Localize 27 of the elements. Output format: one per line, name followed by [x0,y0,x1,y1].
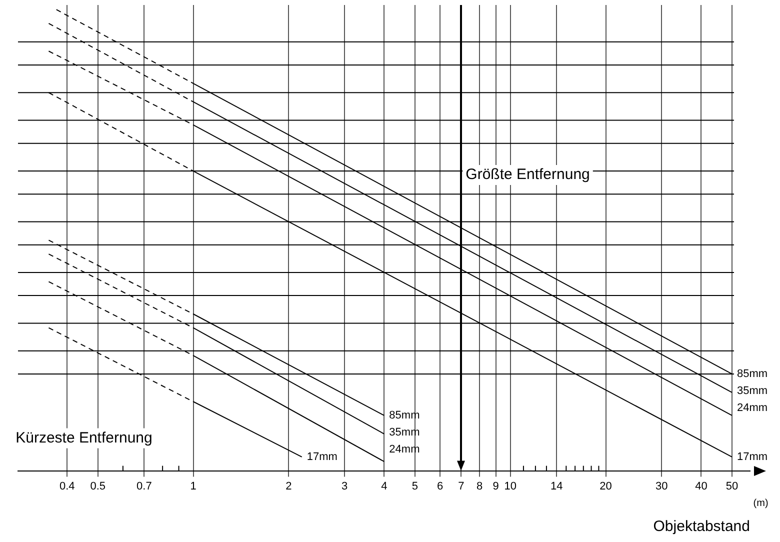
x-tick-label: 0.4 [59,480,75,492]
x-axis-title: Objektabstand [653,518,750,536]
x-tick-label: 1 [190,480,196,492]
x-tick-label: 7 [458,480,464,492]
series-label: 24mm [736,402,768,414]
x-tick-label: 0.5 [90,480,106,492]
series-label: 17mm [736,450,768,463]
x-tick-label: 3 [341,480,348,492]
x-tick-label: 8 [476,480,483,492]
series-label: 85mm [736,368,768,380]
x-tick-label: 10 [504,480,516,492]
annotation: Größte Entfernung [466,166,590,184]
x-tick-label: 2 [286,480,292,492]
text: (m) [753,498,768,510]
x-tick-label: 6 [436,480,444,492]
x-tick-label: 50 [726,480,738,492]
x-tick-label: 9 [492,480,499,492]
annotation: Kürzeste Entfernung [16,429,152,446]
x-tick-label: 4 [381,480,388,492]
x-tick-label: 14 [550,480,563,492]
x-tick-label: 5 [412,480,418,492]
x-tick-label: 30 [655,480,668,492]
series-label: 17mm [306,450,338,463]
x-tick-label: 20 [600,480,612,492]
x-tick-label: 40 [695,480,708,492]
x-tick-label: 0.7 [136,480,152,492]
series-label: 35mm [736,384,768,397]
